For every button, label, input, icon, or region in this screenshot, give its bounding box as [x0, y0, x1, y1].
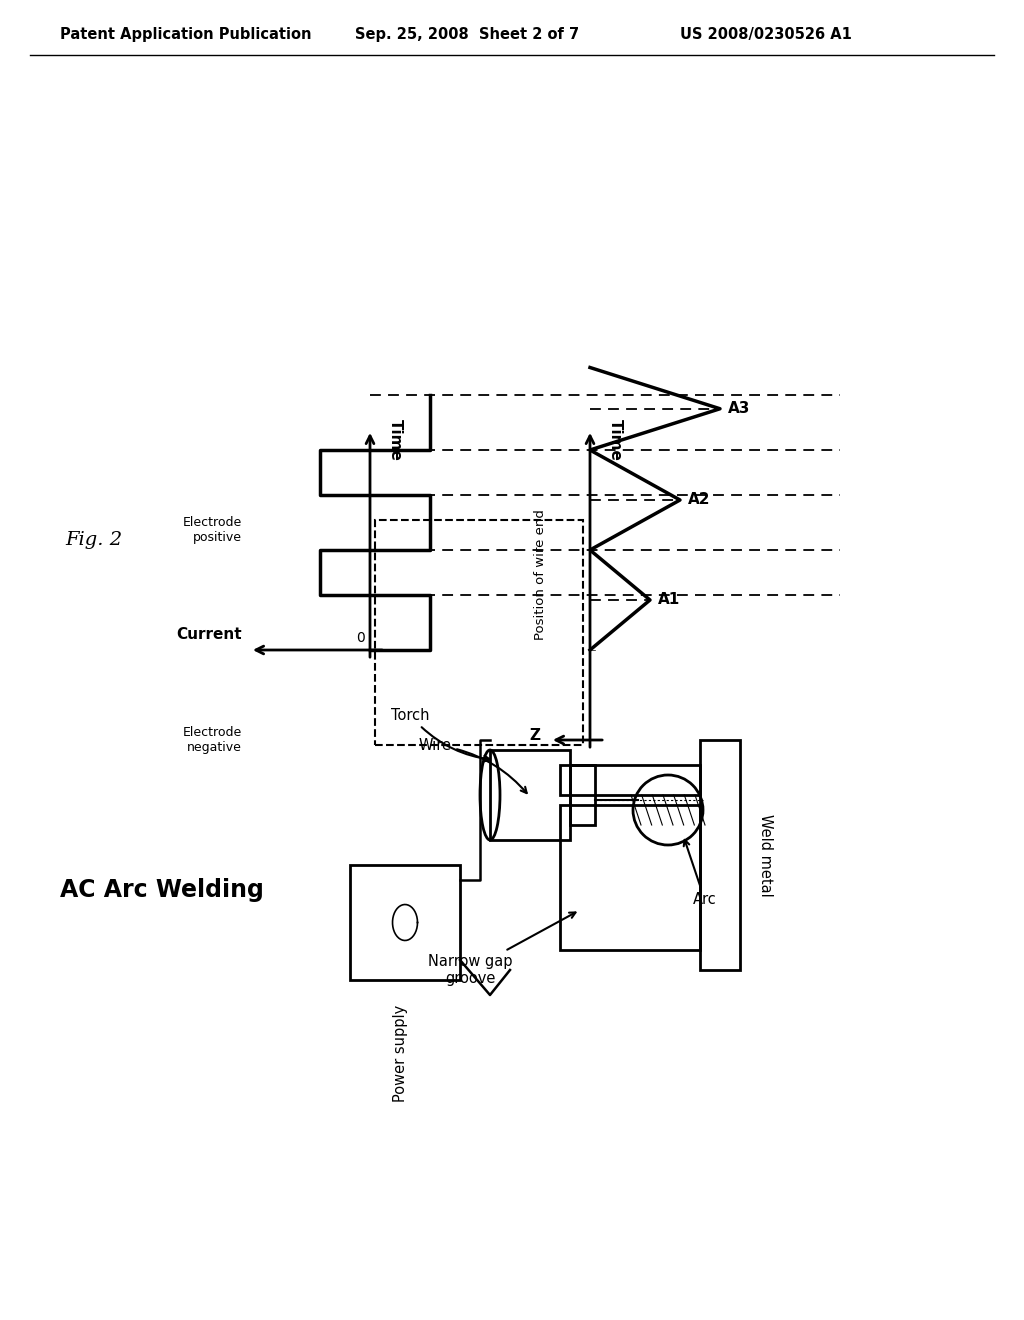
- Text: A1: A1: [658, 593, 680, 607]
- Bar: [375, 520, 583, 744]
- Bar: [700, 741, 740, 970]
- Text: A2: A2: [688, 492, 711, 507]
- Bar: [490, 750, 570, 840]
- Bar: [560, 805, 700, 950]
- Bar: [350, 865, 460, 979]
- Text: Electrode
negative: Electrode negative: [182, 726, 242, 754]
- Text: Narrow gap
groove: Narrow gap groove: [428, 912, 575, 986]
- Bar: [570, 766, 595, 825]
- Text: 0: 0: [356, 631, 365, 645]
- Text: Patent Application Publication: Patent Application Publication: [60, 28, 311, 42]
- Text: Position of wire end: Position of wire end: [534, 510, 547, 640]
- Text: Electrode
positive: Electrode positive: [182, 516, 242, 544]
- Text: Arc: Arc: [684, 840, 717, 908]
- Bar: [560, 766, 700, 795]
- Text: Torch: Torch: [391, 708, 489, 762]
- Text: A3: A3: [728, 401, 751, 416]
- Text: Weld metal: Weld metal: [758, 813, 773, 896]
- Text: Z: Z: [529, 727, 540, 742]
- Text: Time: Time: [388, 418, 403, 461]
- Text: Sep. 25, 2008  Sheet 2 of 7: Sep. 25, 2008 Sheet 2 of 7: [355, 28, 580, 42]
- Text: AC Arc Welding: AC Arc Welding: [60, 878, 264, 902]
- Text: Fig. 2: Fig. 2: [65, 531, 122, 549]
- Text: Time: Time: [608, 418, 623, 461]
- Text: Wire: Wire: [419, 738, 526, 793]
- Text: Power supply: Power supply: [392, 1005, 408, 1102]
- Text: Current: Current: [176, 627, 242, 642]
- Text: US 2008/0230526 A1: US 2008/0230526 A1: [680, 28, 852, 42]
